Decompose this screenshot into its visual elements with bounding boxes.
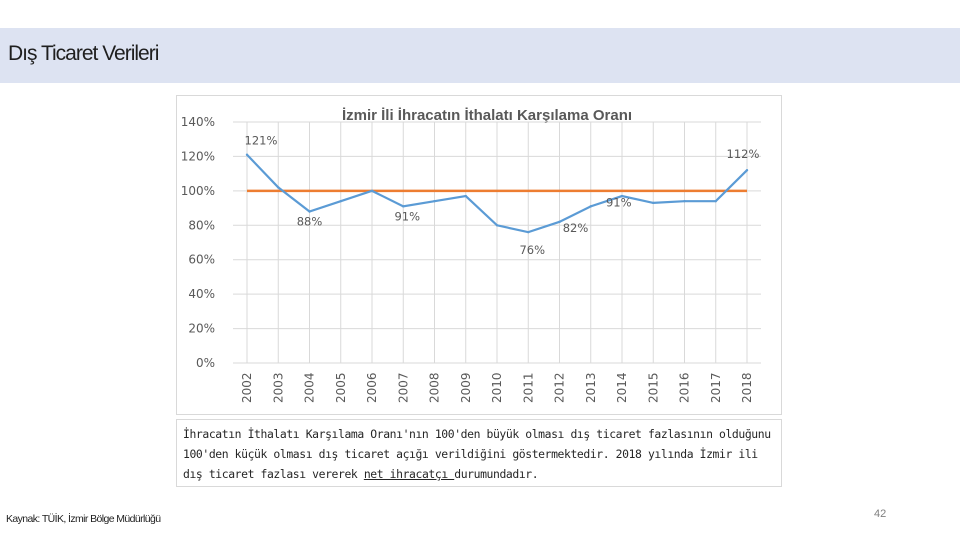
x-tick-label: 2002 <box>240 372 254 403</box>
data-label: 76% <box>519 243 545 257</box>
data-point <box>402 205 405 208</box>
data-label: 91% <box>606 195 632 209</box>
x-tick-label: 2012 <box>553 372 567 403</box>
y-tick-label: 120% <box>181 149 215 163</box>
y-tick-label: 100% <box>181 184 215 198</box>
explanation-note: İhracatın İthalatı Karşılama Oranı'nın 1… <box>176 419 782 487</box>
y-tick-label: 0% <box>196 356 215 370</box>
x-tick-label: 2006 <box>365 372 379 403</box>
x-tick-label: 2018 <box>740 372 754 403</box>
data-label: 112% <box>727 147 760 161</box>
data-point <box>245 153 249 156</box>
data-point <box>652 201 655 205</box>
y-tick-label: 140% <box>181 115 215 129</box>
data-point <box>714 199 717 203</box>
data-point <box>683 199 686 203</box>
y-tick-label: 80% <box>188 218 215 232</box>
y-tick-label: 20% <box>188 322 215 336</box>
x-tick-label: 2017 <box>709 372 723 403</box>
source-text: Kaynak: TÜİK, İzmir Bölge Müdürlüğü <box>6 513 161 525</box>
data-point <box>527 230 530 234</box>
y-tick-label: 40% <box>188 287 215 301</box>
x-tick-label: 2016 <box>678 372 692 403</box>
x-tick-label: 2015 <box>646 372 660 403</box>
x-tick-label: 2005 <box>334 372 348 403</box>
x-tick-label: 2013 <box>584 372 598 403</box>
data-point <box>495 224 499 227</box>
data-point <box>277 186 280 189</box>
data-point <box>433 199 436 203</box>
x-tick-label: 2011 <box>521 372 535 403</box>
slide-title: Dış Ticaret Verileri <box>8 42 159 65</box>
x-tick-label: 2009 <box>459 372 473 403</box>
data-point <box>464 194 467 198</box>
x-tick-label: 2004 <box>303 372 317 403</box>
note-text-end: durumundadır. <box>454 467 539 481</box>
title-band <box>0 28 960 83</box>
data-point <box>620 194 624 198</box>
x-tick-label: 2008 <box>428 372 442 403</box>
chart-panel: İzmir İli İhracatın İthalatı Karşılama O… <box>176 95 782 415</box>
x-tick-label: 2003 <box>271 372 285 403</box>
data-label: 121% <box>245 134 278 148</box>
note-text: İhracatın İthalatı Karşılama Oranı'nın 1… <box>183 427 771 481</box>
page-number: 42 <box>874 508 887 520</box>
data-point <box>745 169 749 172</box>
x-tick-label: 2010 <box>490 372 504 403</box>
data-label: 91% <box>394 209 420 223</box>
x-tick-label: 2007 <box>396 372 410 403</box>
note-underlined-text: net ihracatçı <box>363 467 455 481</box>
data-point <box>308 210 311 213</box>
data-label: 88% <box>297 215 323 229</box>
data-point <box>370 189 374 193</box>
y-tick-label: 60% <box>188 253 215 267</box>
chart-title: İzmir İli İhracatın İthalatı Karşılama O… <box>342 107 632 124</box>
data-label: 82% <box>563 221 589 235</box>
data-point <box>589 205 592 208</box>
line-chart: İzmir İli İhracatın İthalatı Karşılama O… <box>181 107 761 403</box>
data-point <box>339 199 342 203</box>
data-point <box>558 220 561 224</box>
x-tick-label: 2014 <box>615 372 629 403</box>
